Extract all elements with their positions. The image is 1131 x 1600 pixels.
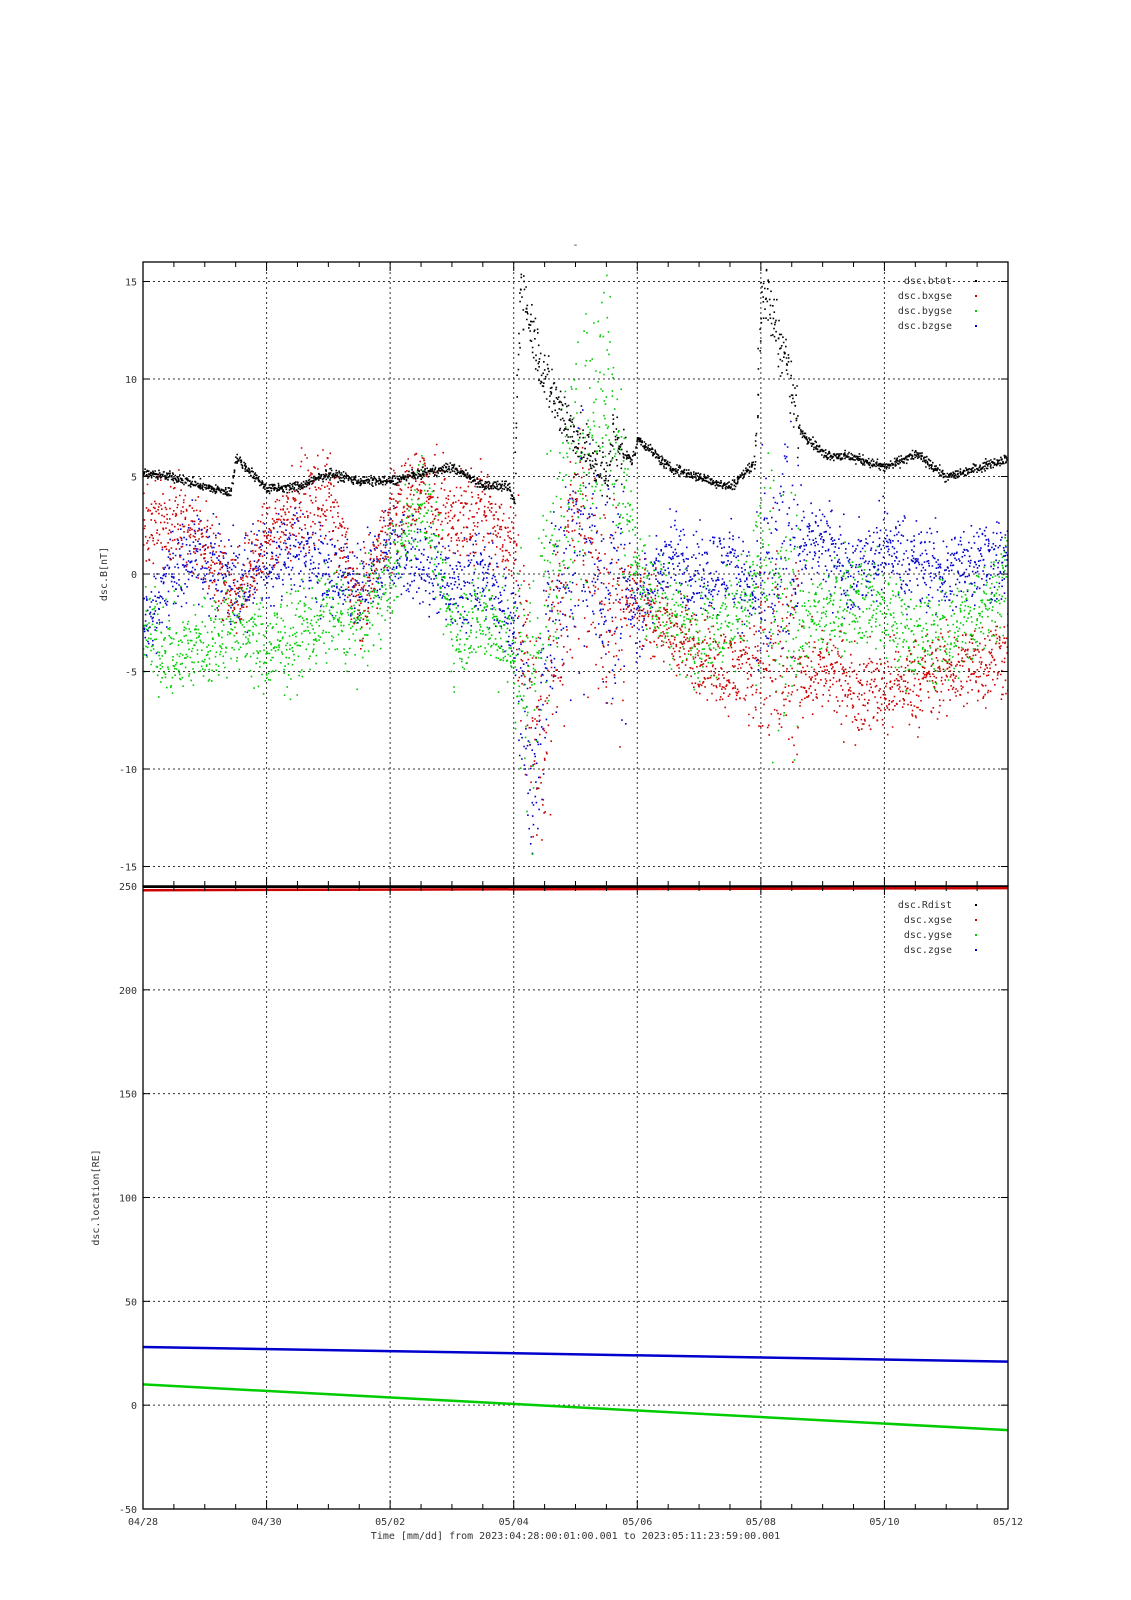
- series-dsc-bygse: [143, 274, 1008, 855]
- series-dsc-btot: [143, 268, 1008, 505]
- legend-marker: [975, 949, 977, 951]
- legend-label: dsc.xgse: [904, 915, 952, 926]
- legend-marker: [975, 904, 977, 906]
- y-tick-label: 15: [125, 278, 137, 289]
- y-tick-label: 150: [119, 1090, 137, 1101]
- y-tick-label: 50: [125, 1297, 137, 1308]
- ticks-magnetic-field: [142, 262, 1009, 886]
- chart-title: -: [572, 240, 578, 251]
- ticks-location: [142, 885, 1009, 1510]
- series-points-dsc-bxgse: [143, 427, 1008, 841]
- legend-label: dsc.ygse: [904, 930, 952, 941]
- y-tick-label: -50: [119, 1505, 137, 1516]
- series-group-magnetic-field: [143, 268, 1008, 855]
- series-points-dsc-bzgse: [143, 409, 1008, 855]
- legend-label: dsc.bzgse: [898, 321, 952, 332]
- legend-marker: [975, 325, 977, 327]
- panel-magnetic-field: -15 -10 -5 0 5 10 15 dsc.B[nT] dsc.btot dsc.bxgse…: [99, 240, 1009, 887]
- y-tick-label: 10: [125, 375, 137, 386]
- series-dsc-bzgse: [143, 409, 1008, 855]
- y-tick-label: 5: [131, 473, 137, 484]
- series-line-dsc-ygse: [143, 1383, 1008, 1432]
- legend-marker: [975, 919, 977, 921]
- y-tick-label: -10: [119, 765, 137, 776]
- x-axis-title: Time [mm/dd] from 2023:04:28:00:01:00.00…: [371, 1531, 780, 1542]
- legend-label: dsc.bxgse: [898, 291, 952, 302]
- legend-marker: [975, 934, 977, 936]
- series-group-location: [143, 886, 1008, 1432]
- legend-label: dsc.Rdist: [898, 900, 952, 911]
- legend-label: dsc.btot: [904, 276, 952, 287]
- legend-label: dsc.zgse: [904, 945, 952, 956]
- y-tick-label: 0: [131, 1401, 137, 1412]
- y-axis-title: dsc.location[RE]: [91, 1149, 102, 1245]
- y-tick-label: 250: [119, 882, 137, 893]
- x-tick-label: 05/10: [869, 1517, 899, 1528]
- series-points-dsc-btot: [143, 268, 1008, 505]
- x-tick-label: 04/30: [252, 1517, 282, 1528]
- y-tick-label: 0: [131, 570, 137, 581]
- x-tick-label: 05/06: [622, 1517, 652, 1528]
- legend-location: dsc.Rdist dsc.xgse dsc.ygse dsc.zgse: [898, 900, 977, 956]
- legend-marker: [975, 310, 977, 312]
- series-points-dsc-bygse: [143, 274, 1008, 855]
- y-tick-label: -5: [125, 668, 137, 679]
- grid-location: [143, 886, 1008, 1509]
- y-tick-label: 100: [119, 1194, 137, 1205]
- x-tick-label: 05/02: [375, 1517, 405, 1528]
- panel-location: -50 0 50 100 150 200 250 dsc.location[RE] dsc.Rd…: [91, 882, 1023, 1542]
- legend-magnetic-field: dsc.btot dsc.bxgse dsc.bygse dsc.bzgse: [898, 276, 977, 332]
- x-tick-label: 04/28: [128, 1517, 158, 1528]
- series-line-dsc-zgse: [143, 1345, 1008, 1363]
- x-tick-label: 05/12: [993, 1517, 1023, 1528]
- series-dsc-bxgse: [143, 427, 1008, 841]
- x-tick-label: 05/08: [746, 1517, 776, 1528]
- legend-marker: [975, 280, 977, 282]
- y-axis-title: dsc.B[nT]: [99, 547, 110, 601]
- legend-label: dsc.bygse: [898, 306, 952, 317]
- y-tick-label: 200: [119, 986, 137, 997]
- x-tick-label: 05/04: [499, 1517, 529, 1528]
- legend-marker: [975, 295, 977, 297]
- y-tick-label: -15: [119, 863, 137, 874]
